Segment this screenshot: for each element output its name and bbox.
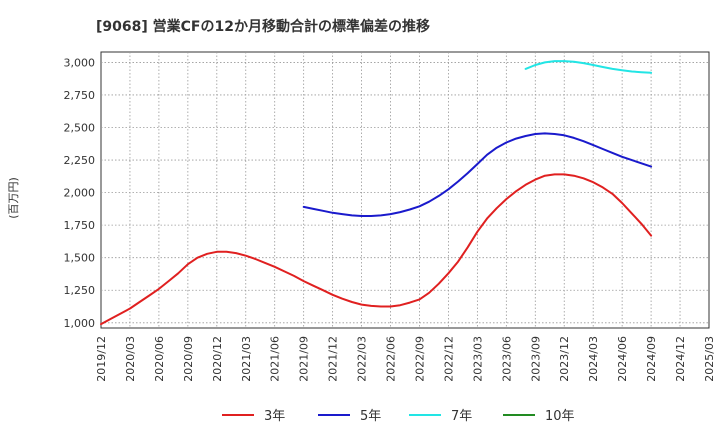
series-line-1 xyxy=(302,132,653,217)
series-line-0 xyxy=(100,173,653,326)
x-tick-label: 2025/03 xyxy=(703,336,716,382)
x-tick-label: 2023/09 xyxy=(529,336,542,382)
y-tick-label: 1,000 xyxy=(64,317,96,330)
x-tick-label: 2023/03 xyxy=(471,336,484,382)
series-line-2 xyxy=(524,60,653,74)
grid xyxy=(101,52,709,328)
y-tick-label: 2,500 xyxy=(64,122,96,135)
x-tick-label: 2024/06 xyxy=(616,336,629,382)
legend-label-2: 7年 xyxy=(451,409,472,424)
y-tick-label: 2,750 xyxy=(64,89,96,102)
plot-area xyxy=(100,51,710,329)
x-tick-label: 2020/09 xyxy=(182,336,195,382)
x-tick-labels: 2019/12 2020/03 2020/06 2020/09 2020/12 2021/… xyxy=(95,336,716,382)
x-tick-label: 2020/06 xyxy=(153,336,166,382)
x-tick-label: 2020/12 xyxy=(211,336,224,382)
x-tick-label: 2021/03 xyxy=(240,336,253,382)
series-lines xyxy=(100,60,653,326)
x-tick-label: 2024/12 xyxy=(674,336,687,382)
x-tick-label: 2023/12 xyxy=(558,336,571,382)
y-tick-label: 1,250 xyxy=(64,284,96,297)
legend: 3年 5年 7年 10年 xyxy=(222,409,575,424)
x-tick-label: 2020/03 xyxy=(124,336,137,382)
y-tick-label: 2,000 xyxy=(64,187,96,200)
x-tick-label: 2022/12 xyxy=(442,336,455,382)
legend-label-1: 5年 xyxy=(360,409,381,424)
x-tick-label: 2022/06 xyxy=(385,336,398,382)
y-tick-label: 1,750 xyxy=(64,219,96,232)
x-tick-label: 2023/06 xyxy=(500,336,513,382)
y-tick-labels: 1,000 1,250 1,500 1,750 2,000 2,250 2,500 2,750… xyxy=(64,56,96,329)
x-tick-label: 2021/12 xyxy=(327,336,340,382)
x-tick-label: 2021/09 xyxy=(298,336,311,382)
x-tick-label: 2024/03 xyxy=(587,336,600,382)
y-tick-label: 1,500 xyxy=(64,252,96,265)
x-tick-label: 2019/12 xyxy=(95,336,108,382)
x-tick-label: 2022/03 xyxy=(356,336,369,382)
legend-label-3: 10年 xyxy=(545,409,575,424)
x-tick-label: 2024/09 xyxy=(645,336,658,382)
x-tick-label: 2021/06 xyxy=(269,336,282,382)
x-tick-label: 2022/09 xyxy=(413,336,426,382)
y-tick-label: 3,000 xyxy=(64,56,96,69)
chart-title: [9068] 営業CFの12か月移動合計の標準偏差の推移 xyxy=(96,18,430,35)
legend-label-0: 3年 xyxy=(264,409,285,424)
y-axis-label: (百万円) xyxy=(7,177,20,219)
y-tick-label: 2,250 xyxy=(64,154,96,167)
